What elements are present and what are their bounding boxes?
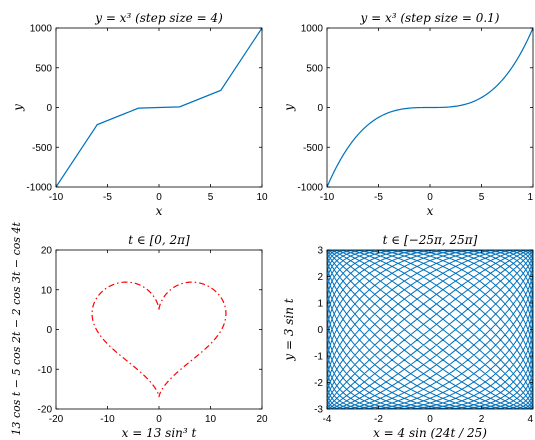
series-line-3-1 [91, 281, 227, 398]
y-tick-label: 1 [317, 299, 323, 310]
x-tick-label: -2 [374, 414, 383, 425]
x-tick-label: 0 [156, 192, 162, 203]
series-line-4-1 [327, 250, 533, 409]
x-tick-label: -10 [100, 414, 115, 425]
chart-panel-4: -4 -2 0 2 4 -3 -2 -1 0 1 2 3 t ∈ [−25π, 25π] x = 4 si… [282, 233, 533, 440]
y-tick-label: 0 [46, 325, 52, 336]
x-tick-label: 0 [427, 192, 433, 203]
y-tick-label: -500 [303, 143, 323, 154]
x-tick-label: -4 [323, 414, 332, 425]
x-tick-label: -5 [103, 192, 112, 203]
x-axis-label: x [427, 204, 434, 218]
y-axis-label: y [282, 104, 296, 112]
y-tick-label: -2 [314, 378, 323, 389]
x-axis-label: x = 4 sin (24t / 25) [373, 426, 487, 440]
x-tick-label: 20 [256, 414, 268, 425]
y-tick-label: 0 [46, 103, 52, 114]
y-axis-label: y = 13 cos t − 5 cos 2t − 2 cos 3t − cos… [10, 221, 23, 440]
axes-box [55, 249, 263, 410]
y-tick-label: 1000 [301, 24, 324, 35]
y-tick-label: -10 [38, 365, 53, 376]
x-tick-label: 0 [156, 414, 162, 425]
x-tick-label: 2 [479, 414, 485, 425]
x-tick-label: -10 [49, 192, 64, 203]
chart-title: y = x³ (step size = 0.1) [360, 11, 500, 25]
x-tick-label: 10 [205, 414, 217, 425]
x-axis-label: x [156, 204, 163, 218]
x-tick-label: -20 [49, 414, 64, 425]
chart-title: y = x³ (step size = 4) [94, 11, 223, 25]
x-tick-label: -10 [320, 192, 335, 203]
x-tick-label: 0 [427, 414, 433, 425]
y-tick-label: 3 [317, 246, 323, 257]
y-tick-label: 500 [35, 63, 52, 74]
x-axis-label: x = 13 sin³ t [122, 426, 197, 440]
chart-title: t ∈ [0, 2π] [128, 233, 190, 247]
y-axis-label: y [11, 104, 25, 112]
y-tick-label: 500 [306, 63, 323, 74]
series-line-2-1 [327, 28, 533, 187]
chart-title: t ∈ [−25π, 25π] [383, 233, 478, 247]
x-tick-label: 10 [256, 192, 268, 203]
y-tick-label: -1000 [297, 183, 323, 194]
y-tick-label: -1000 [26, 183, 52, 194]
y-axis-label: y = 3 sin t [282, 298, 296, 361]
x-tick-label: 5 [208, 192, 214, 203]
series-line-1-1 [56, 28, 262, 187]
x-tick-label: 4 [527, 414, 533, 425]
y-tick-label: 0 [317, 103, 323, 114]
chart-panel-2: -10 -5 0 5 1 -1000 -500 0 500 1000 y = x³ (step si… [282, 11, 533, 218]
chart-panel-1: -10 -5 0 5 10 -1000 -500 0 500 1000 y = x³ (step s… [11, 11, 268, 218]
y-tick-label: -3 [314, 405, 323, 416]
y-tick-label: 10 [41, 285, 53, 296]
x-tick-label: -5 [374, 192, 383, 203]
y-tick-label: -20 [38, 405, 53, 416]
y-tick-label: 2 [317, 272, 323, 283]
y-tick-label: -500 [32, 143, 52, 154]
y-tick-label: 0 [317, 325, 323, 336]
x-tick-label: 5 [479, 192, 485, 203]
chart-panel-3: -20 -10 0 10 20 -20 -10 0 10 20 t ∈ [0, 2π] x = 13 … [10, 221, 268, 440]
y-tick-label: 20 [41, 246, 53, 257]
y-tick-label: -1 [314, 352, 323, 363]
y-tick-label: 1000 [30, 24, 53, 35]
x-tick-label: 1 [527, 192, 533, 203]
